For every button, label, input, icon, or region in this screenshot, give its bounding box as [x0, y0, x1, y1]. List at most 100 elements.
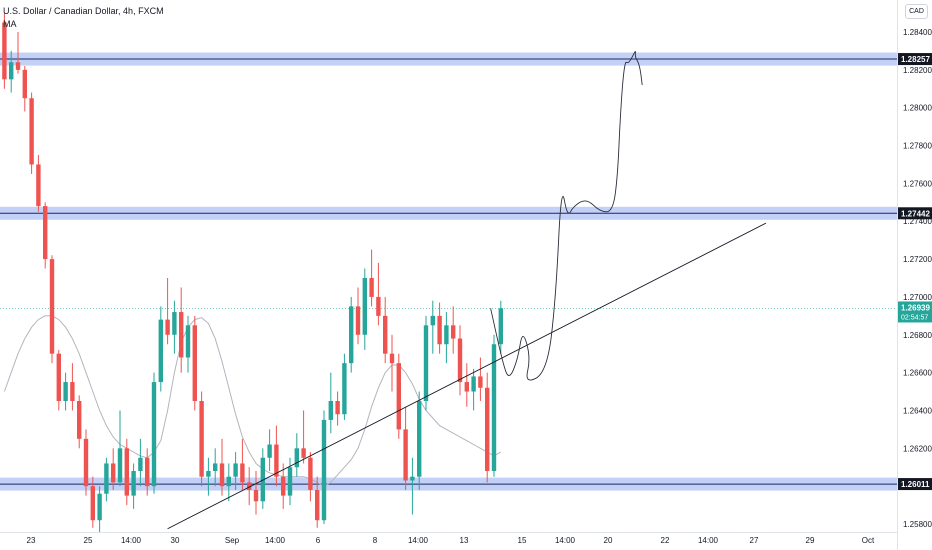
- candle[interactable]: [49, 255, 55, 364]
- candle[interactable]: [430, 300, 435, 354]
- candle[interactable]: [15, 32, 21, 74]
- candle[interactable]: [90, 476, 95, 528]
- trend-line[interactable]: [167, 222, 767, 530]
- candle[interactable]: [138, 438, 143, 487]
- candle[interactable]: [471, 368, 476, 411]
- candle[interactable]: [36, 155, 41, 212]
- candle[interactable]: [491, 334, 497, 477]
- candle[interactable]: [111, 448, 116, 490]
- candle-body: [70, 382, 75, 401]
- candle-body: [56, 353, 61, 401]
- candle[interactable]: [260, 448, 265, 509]
- candle[interactable]: [281, 463, 286, 509]
- candle-body: [287, 467, 293, 496]
- candle[interactable]: [206, 457, 211, 496]
- candle[interactable]: [56, 349, 61, 411]
- candle[interactable]: [437, 302, 442, 354]
- candle[interactable]: [77, 395, 82, 449]
- candle[interactable]: [308, 452, 313, 502]
- candle-body: [403, 429, 408, 481]
- candle[interactable]: [457, 325, 463, 396]
- y-tick-label: 1.28000: [903, 104, 932, 113]
- candle[interactable]: [253, 471, 259, 515]
- candle[interactable]: [274, 425, 279, 487]
- candle[interactable]: [485, 372, 490, 483]
- candle[interactable]: [145, 448, 150, 496]
- candle[interactable]: [219, 438, 225, 496]
- candle[interactable]: [287, 457, 293, 506]
- candle[interactable]: [301, 410, 306, 464]
- candle-body: [498, 308, 503, 345]
- legend-indicator[interactable]: MA: [3, 19, 17, 29]
- candle[interactable]: [240, 438, 245, 490]
- candle[interactable]: [423, 315, 429, 411]
- candle[interactable]: [451, 306, 456, 354]
- candle[interactable]: [369, 249, 374, 307]
- candle[interactable]: [9, 50, 14, 93]
- candle[interactable]: [349, 296, 354, 373]
- candle[interactable]: [185, 315, 191, 373]
- candle[interactable]: [97, 486, 102, 533]
- candle[interactable]: [158, 306, 163, 392]
- candle[interactable]: [315, 476, 320, 528]
- candle[interactable]: [2, 13, 7, 89]
- candle[interactable]: [376, 262, 381, 326]
- candle[interactable]: [328, 372, 333, 434]
- x-tick-label: 29: [806, 536, 815, 545]
- projection-drawing[interactable]: [490, 51, 643, 381]
- candle[interactable]: [247, 467, 252, 506]
- candle[interactable]: [294, 433, 299, 477]
- candle[interactable]: [131, 463, 136, 509]
- candle[interactable]: [192, 315, 197, 411]
- candle[interactable]: [29, 92, 34, 174]
- candle-body: [111, 463, 116, 483]
- candle[interactable]: [389, 334, 395, 392]
- plot-area[interactable]: [0, 13, 897, 533]
- currency-button[interactable]: CAD: [905, 4, 928, 19]
- candle[interactable]: [355, 287, 361, 345]
- candle[interactable]: [403, 406, 408, 490]
- candle[interactable]: [172, 300, 177, 354]
- candle[interactable]: [22, 66, 27, 112]
- candle[interactable]: [464, 363, 469, 407]
- candle-body: [124, 448, 129, 496]
- moving-average-line[interactable]: [3, 315, 502, 487]
- candle[interactable]: [342, 353, 347, 420]
- candle[interactable]: [124, 438, 129, 506]
- candle[interactable]: [362, 268, 367, 350]
- x-tick-label: 23: [27, 536, 36, 545]
- candle[interactable]: [498, 300, 503, 354]
- candle[interactable]: [213, 448, 218, 487]
- candle[interactable]: [410, 457, 415, 515]
- candle-body: [226, 476, 231, 487]
- x-tick-label: 27: [750, 536, 759, 545]
- candle-body: [485, 387, 490, 472]
- candle[interactable]: [83, 429, 89, 496]
- candle[interactable]: [117, 410, 123, 487]
- price-tag-label-2: 1.27442: [901, 209, 930, 218]
- candle[interactable]: [383, 296, 388, 364]
- candle[interactable]: [43, 202, 48, 269]
- candle[interactable]: [396, 353, 401, 439]
- candle[interactable]: [478, 357, 483, 401]
- candle[interactable]: [233, 452, 238, 490]
- candle[interactable]: [70, 363, 75, 411]
- candle[interactable]: [417, 391, 422, 490]
- y-tick-label: 1.28400: [903, 28, 932, 37]
- candle-body: [315, 489, 320, 521]
- candle[interactable]: [104, 457, 109, 502]
- candle[interactable]: [63, 372, 68, 411]
- candle[interactable]: [335, 391, 340, 426]
- candle[interactable]: [267, 429, 272, 472]
- current-price-tag: [898, 301, 932, 323]
- candle[interactable]: [179, 287, 184, 373]
- candle[interactable]: [226, 463, 231, 502]
- candle[interactable]: [165, 278, 170, 345]
- candle[interactable]: [199, 391, 204, 487]
- x-tick-label: 20: [604, 536, 613, 545]
- candle[interactable]: [321, 410, 327, 524]
- candle[interactable]: [151, 372, 157, 494]
- candle[interactable]: [444, 312, 449, 364]
- candle-body: [389, 353, 395, 364]
